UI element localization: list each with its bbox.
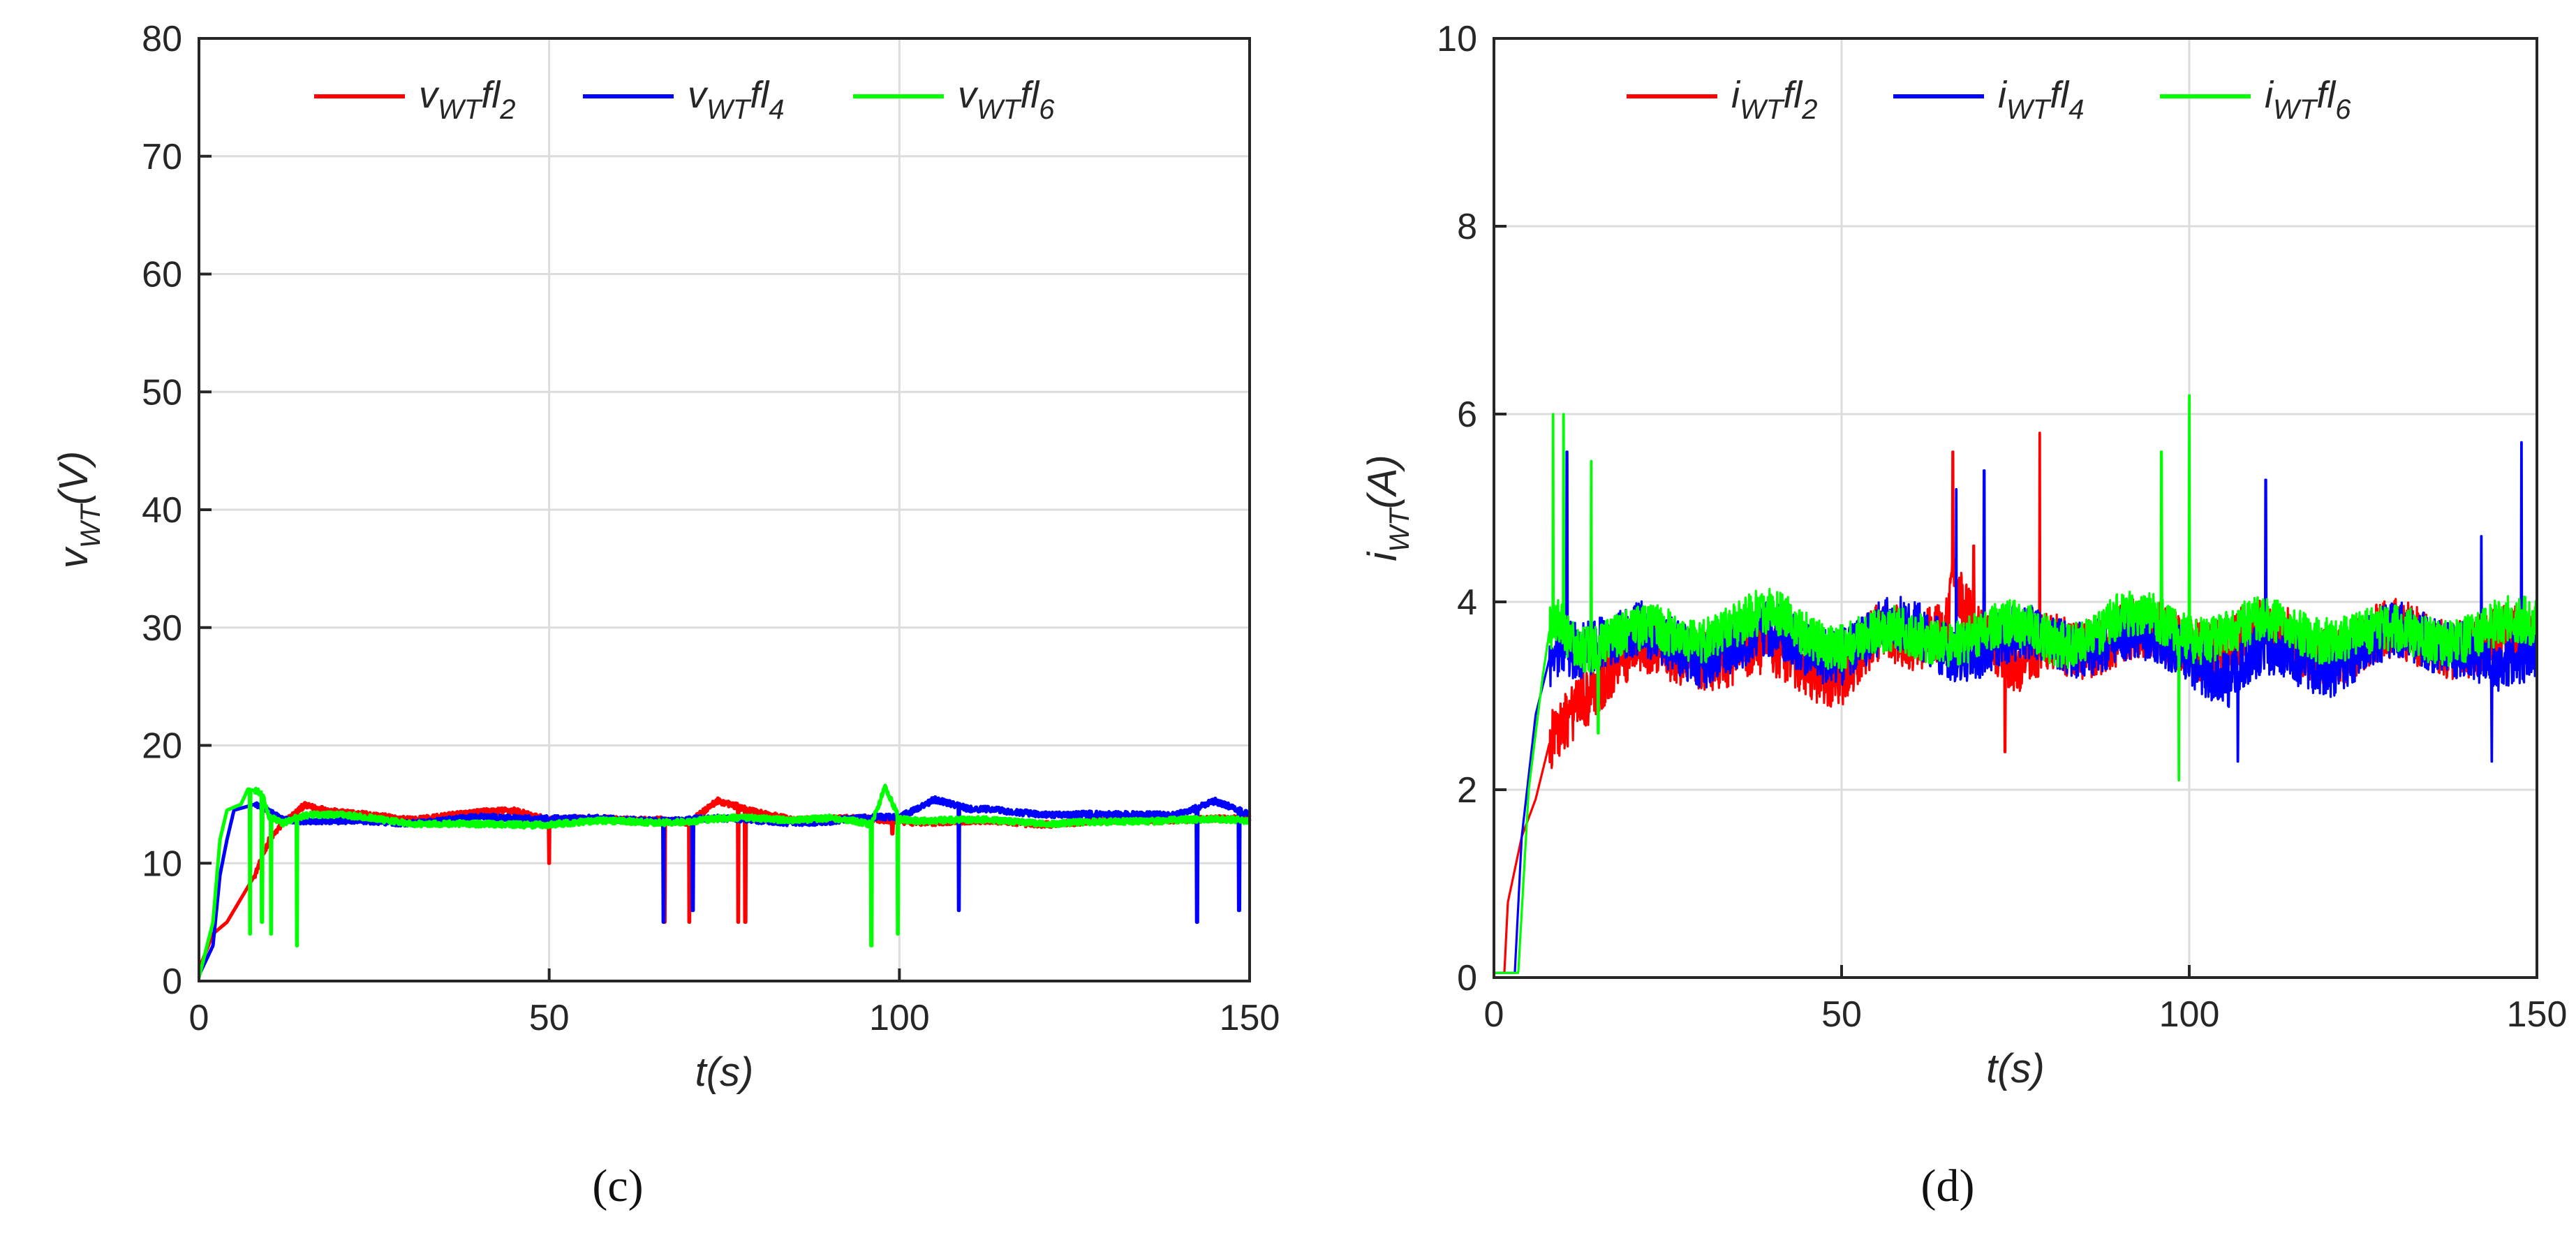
x-axis-label: t(s) [695, 1049, 754, 1095]
legend-label-base: v [958, 74, 979, 116]
legend-label-index: 6 [1039, 94, 1055, 125]
x-tick-label: 100 [869, 998, 930, 1038]
panel-label: (c) [592, 1160, 643, 1211]
x-tick-label: 100 [2159, 994, 2220, 1035]
y-tick-label: 20 [142, 726, 182, 767]
legend-label-base: v [688, 74, 709, 116]
y-tick-label: 60 [142, 255, 182, 295]
legend-label-base: i [1731, 74, 1741, 116]
y-axis-label-base: v [51, 546, 96, 568]
y-tick-label: 10 [142, 843, 182, 884]
legend-label-base: i [1998, 74, 2008, 116]
legend-label-mid: fl [1020, 74, 1040, 116]
legend-label-3: iWTfl6 [2265, 74, 2351, 125]
y-axis-label: iWT(A) [1360, 455, 1415, 561]
legend-label-base: v [419, 74, 440, 116]
y-tick-label: 0 [162, 961, 182, 1002]
panel-label: (d) [1921, 1160, 1975, 1211]
y-axis-label-subscript: WT [1384, 507, 1415, 552]
y-tick-label: 8 [1457, 207, 1477, 247]
series-line-2 [1493, 441, 2538, 974]
y-tick-label: 2 [1457, 770, 1477, 811]
x-tick-label: 50 [1821, 994, 1862, 1035]
legend-label-subscript: WT [1740, 94, 1785, 125]
y-tick-label: 40 [142, 490, 182, 531]
legend-label-3: vWTfl6 [958, 74, 1055, 125]
legend-label-subscript: WT [977, 94, 1022, 125]
y-tick-label: 10 [1437, 19, 1477, 59]
legend-label-index: 2 [1801, 94, 1817, 125]
x-tick-label: 150 [2507, 994, 2568, 1035]
legend-label-subscript: WT [706, 94, 752, 125]
y-axis-label-unit: (V) [51, 451, 96, 505]
axes-frame [1493, 37, 2538, 979]
y-axis-label-base: i [1360, 551, 1405, 561]
y-axis-label-subscript: WT [75, 503, 106, 549]
y-tick-label: 30 [142, 608, 182, 649]
legend-label-mid: fl [750, 74, 770, 116]
legend-label-subscript: WT [2006, 94, 2052, 125]
legend-label-2: iWTfl4 [1998, 74, 2084, 125]
series-line-1 [1493, 432, 2538, 974]
legend-label-subscript: WT [2273, 94, 2318, 125]
legend-label-index: 4 [769, 94, 784, 125]
series-line-3 [197, 783, 1251, 978]
x-tick-label: 50 [529, 998, 570, 1038]
chart-panel-c: 0 50 100 15001020304050607080t(s)vWT(V)vWTf… [51, 19, 1280, 1211]
x-tick-label: 0 [1484, 994, 1504, 1035]
x-tick-label: 0 [189, 998, 209, 1038]
y-tick-label: 50 [142, 372, 182, 413]
legend-label-mid: fl [1783, 74, 1803, 116]
legend-label-index: 6 [2335, 94, 2351, 125]
legend-label-base: i [2265, 74, 2274, 116]
y-tick-label: 70 [142, 137, 182, 177]
series-line-3 [1493, 394, 2538, 974]
legend-label-mid: fl [2050, 74, 2070, 116]
legend-label-2: vWTfl4 [688, 74, 784, 125]
y-axis-label: vWT(V) [51, 451, 106, 569]
legend-label-index: 2 [499, 94, 515, 125]
y-tick-label: 6 [1457, 395, 1477, 435]
y-tick-label: 0 [1457, 958, 1477, 998]
legend-label-1: iWTfl2 [1731, 74, 1817, 125]
y-tick-label: 4 [1457, 582, 1477, 623]
y-axis-label-unit: (A) [1360, 455, 1405, 508]
legend-label-mid: fl [481, 74, 501, 116]
legend-label-mid: fl [2316, 74, 2337, 116]
legend-label-1: vWTfl2 [419, 74, 515, 125]
legend-label-index: 4 [2068, 94, 2084, 125]
x-tick-label: 150 [1220, 998, 1280, 1038]
legend-label-subscript: WT [438, 94, 483, 125]
x-axis-label: t(s) [1986, 1046, 2045, 1091]
y-tick-label: 80 [142, 19, 182, 59]
